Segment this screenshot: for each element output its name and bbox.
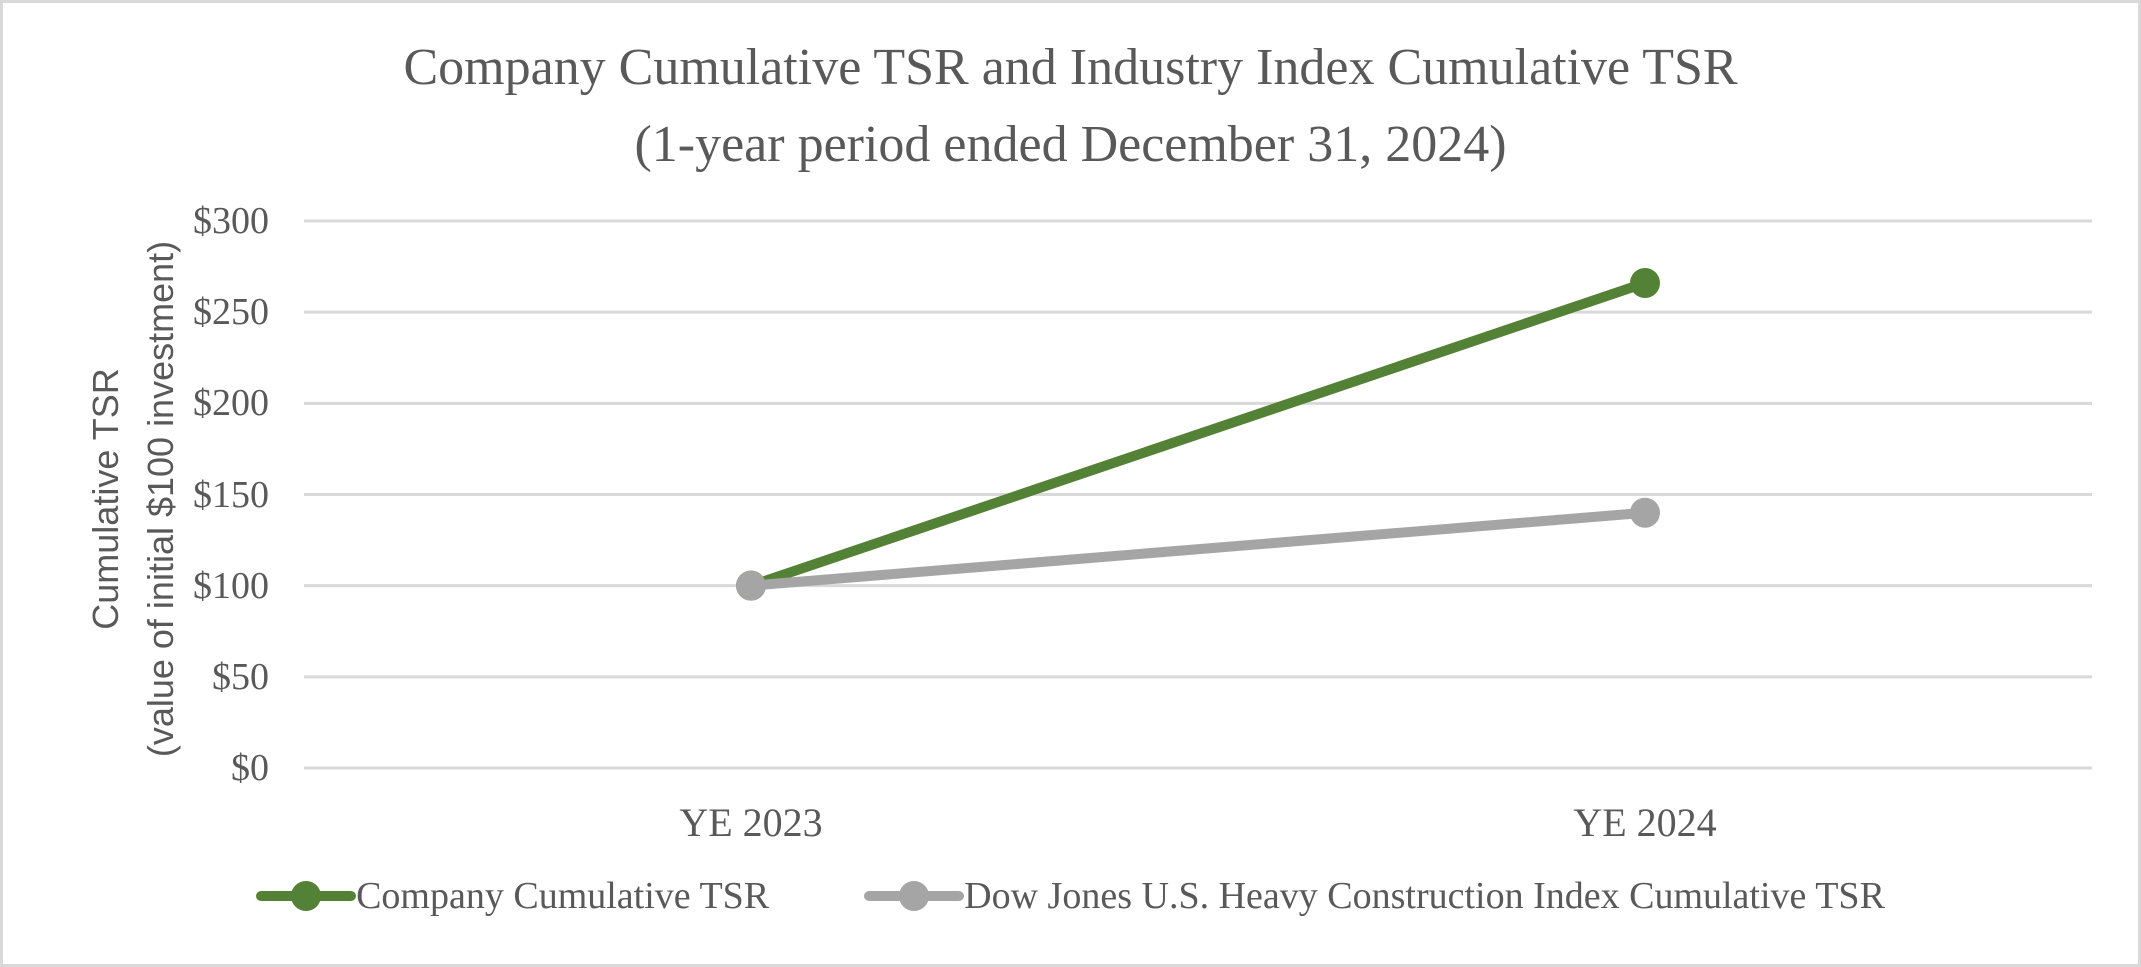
y-tick-label-4: $200	[193, 382, 269, 425]
legend-item-company: Company Cumulative TSR	[256, 873, 769, 919]
company-series-legend-marker-icon	[256, 879, 357, 913]
data-point-series-1	[1630, 497, 1660, 528]
y-tick-label-0: $0	[231, 747, 269, 789]
legend-item-index: Dow Jones U.S. Heavy Construction Index …	[864, 873, 1885, 919]
y-tick-label-1: $50	[212, 655, 269, 698]
x-axis-label-1: YE 2024	[1573, 800, 1717, 845]
chart-title-line2: (1-year period ended December 31, 2024)	[634, 116, 1507, 173]
index-series-legend-marker-icon	[864, 879, 965, 913]
x-axis-label-0: YE 2023	[679, 800, 823, 845]
data-point-series-1	[736, 570, 766, 601]
plot-area	[304, 219, 2092, 770]
y-tick-label-5: $250	[193, 291, 269, 334]
chart-title: Company Cumulative TSR and Industry Inde…	[3, 29, 2138, 183]
legend-label-index: Dow Jones U.S. Heavy Construction Index …	[964, 875, 1885, 917]
series-line-1	[746, 507, 1650, 591]
chart-title-line1: Company Cumulative TSR and Industry Inde…	[403, 39, 1738, 96]
legend-label-company: Company Cumulative TSR	[356, 875, 770, 917]
y-tick-label-3: $150	[193, 473, 269, 516]
y-tick-label-6: $300	[193, 200, 269, 242]
data-point-series-0	[1630, 267, 1660, 298]
legend: Company Cumulative TSR Dow Jones U.S. He…	[3, 873, 2138, 919]
series-line-0	[746, 277, 1650, 591]
y-tick-label-2: $100	[193, 564, 269, 607]
